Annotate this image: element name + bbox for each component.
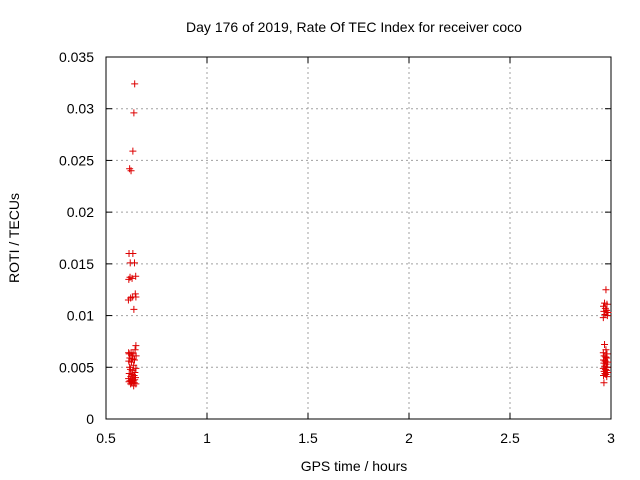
x-tick-label: 1: [203, 430, 211, 446]
y-tick-label: 0.01: [67, 308, 94, 324]
data-point: [130, 382, 138, 390]
data-point: [127, 167, 135, 175]
x-axis-label: GPS time / hours: [301, 458, 408, 474]
y-tick-label: 0.02: [67, 204, 94, 220]
x-tick-label: 1.5: [298, 430, 318, 446]
data-point: [600, 307, 608, 315]
data-point: [600, 379, 608, 387]
chart-title: Day 176 of 2019, Rate Of TEC Index for r…: [186, 19, 522, 35]
x-tick-label: 3: [607, 430, 615, 446]
data-point: [130, 259, 138, 267]
data-point: [132, 272, 140, 280]
data-point: [602, 286, 610, 294]
plot-frame: [105, 56, 612, 420]
y-tick-labels: 0 0.005 0.01 0.015 0.02 0.025 0.03 0.035: [59, 49, 94, 427]
y-tick-label: 0: [86, 411, 94, 427]
x-tick-labels: 0.5 1 1.5 2 2.5 3: [96, 430, 615, 446]
data-point: [124, 296, 132, 304]
data-point: [132, 293, 140, 301]
data-point: [599, 314, 607, 322]
data-point: [131, 80, 139, 88]
data-point: [129, 147, 137, 155]
y-tick-label: 0.03: [67, 101, 94, 117]
data-point: [599, 349, 607, 357]
data-point: [132, 352, 140, 360]
data-point: [132, 342, 140, 350]
data-point: [129, 355, 137, 363]
data-point: [603, 373, 611, 381]
data-point: [601, 341, 609, 349]
data-point: [125, 275, 133, 283]
x-tick-label: 2: [405, 430, 413, 446]
data-point: [129, 250, 137, 258]
data-point: [128, 379, 136, 387]
data-point: [130, 109, 138, 117]
data-point: [131, 346, 139, 354]
y-tick-label: 0.025: [59, 152, 94, 168]
data-point: [130, 305, 138, 313]
y-axis-label: ROTI / TECUs: [6, 193, 22, 283]
x-tick-label: 0.5: [96, 430, 116, 446]
y-tick-label: 0.015: [59, 256, 94, 272]
grid: [106, 57, 611, 419]
data-point: [128, 274, 136, 282]
y-tick-label: 0.005: [59, 359, 94, 375]
data-point: [603, 312, 611, 320]
data-point: [600, 372, 608, 380]
x-tick-label: 2.5: [500, 430, 520, 446]
data-points: [124, 80, 612, 390]
y-tick-label: 0.035: [59, 49, 94, 65]
